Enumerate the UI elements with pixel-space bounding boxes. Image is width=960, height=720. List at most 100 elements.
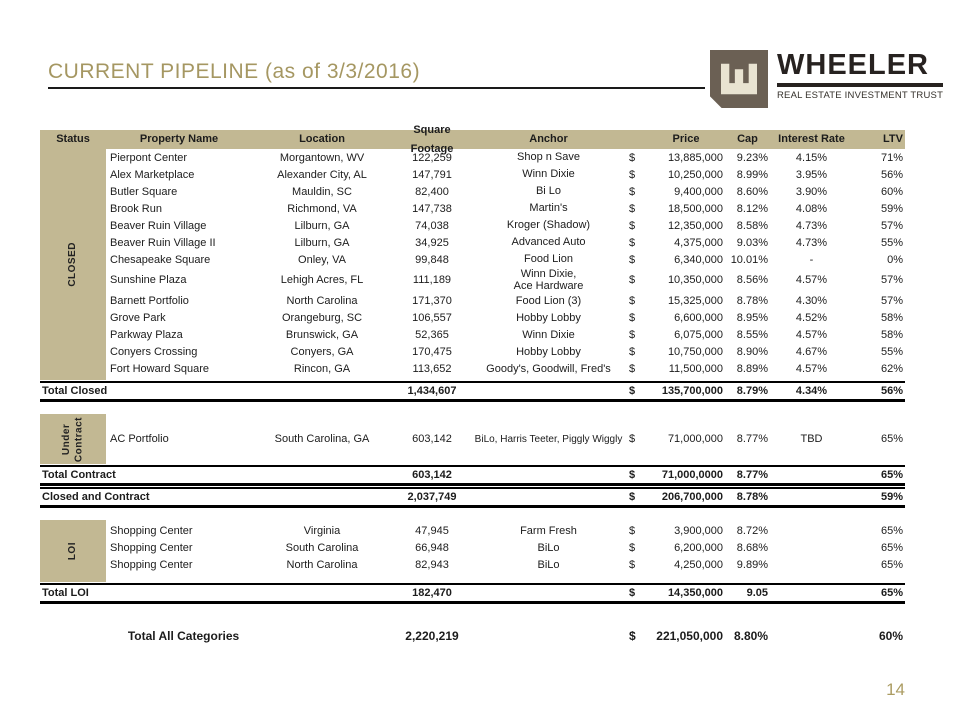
cell-cap: 9.03% bbox=[736, 236, 768, 249]
cell-location: Richmond, VA bbox=[287, 202, 357, 215]
cell-location bbox=[252, 497, 392, 498]
cell-dollar: $ bbox=[629, 236, 636, 249]
cell-cap: 10.01% bbox=[730, 253, 768, 266]
cell-dollar: $ bbox=[629, 345, 636, 358]
cell-cap: 9.23% bbox=[736, 151, 768, 164]
cell-rate: 4.30% bbox=[795, 294, 828, 307]
cell-sqft: 34,925 bbox=[415, 236, 449, 249]
cell-property: Conyers Crossing bbox=[110, 345, 198, 358]
cell-anchor: BiLo bbox=[537, 558, 560, 571]
cell-sqft: 47,945 bbox=[415, 524, 449, 537]
cell-property: Grove Park bbox=[110, 311, 166, 324]
cell-ltv: 62% bbox=[880, 362, 903, 375]
status-text: Under Contract bbox=[60, 416, 85, 462]
cell-location: North Carolina bbox=[286, 558, 358, 571]
cell-anchor: Food Lion (3) bbox=[515, 294, 582, 307]
cell-location bbox=[252, 391, 392, 392]
cell-cap: 8.80% bbox=[733, 629, 768, 644]
cell-anchor bbox=[472, 636, 625, 637]
cell-sqft: 147,738 bbox=[412, 202, 452, 215]
cell-dollar: $ bbox=[629, 274, 636, 287]
cell-anchor: Hobby Lobby bbox=[516, 311, 581, 324]
cell-property: Alex Marketplace bbox=[110, 168, 195, 181]
table-row: Chesapeake Square Onley, VA 99,848 Food Lio… bbox=[40, 251, 905, 268]
cell-ltv: 59% bbox=[880, 202, 903, 215]
cell-sqft: 603,142 bbox=[412, 469, 452, 482]
page-title: CURRENT PIPELINE (as of 3/3/2016) bbox=[48, 60, 421, 83]
cell-rate bbox=[768, 497, 855, 498]
spacer bbox=[40, 402, 905, 414]
cell-cap: 8.55% bbox=[736, 328, 768, 341]
cell-rate: 4.34% bbox=[795, 385, 828, 398]
cell-anchor: Hobby Lobby bbox=[516, 345, 581, 358]
cell-location: South Carolina bbox=[285, 541, 359, 554]
cell-ltv: 65% bbox=[880, 524, 903, 537]
logo-text: WHEELER REAL ESTATE INVESTMENT TRUST bbox=[777, 50, 944, 110]
table-row: Brook Run Richmond, VA 147,738 Martin's $18,… bbox=[40, 200, 905, 217]
cell-rate: 4.08% bbox=[795, 202, 828, 215]
cell-ltv: 65% bbox=[880, 587, 903, 600]
total-row: Total LOI 182,470 $14,350,000 9.05 65% bbox=[40, 583, 905, 605]
cell-rate: 4.57% bbox=[795, 328, 828, 341]
column-header-cap: Cap bbox=[737, 133, 758, 145]
cell-ltv: 58% bbox=[880, 311, 903, 324]
table-row: Shopping Center South Carolina 66,948 BiLo $… bbox=[40, 539, 905, 556]
cell-ltv: 59% bbox=[880, 491, 903, 504]
table-row: Barnett Portfolio North Carolina 171,370 Fo… bbox=[40, 292, 905, 309]
cell-property: Beaver Ruin Village II bbox=[110, 236, 216, 249]
total-row: Total Contract 603,142 $71,000,0000 8.77% 65… bbox=[40, 465, 905, 487]
cell-sqft: 99,848 bbox=[415, 253, 449, 266]
cell-price: 9,400,000 bbox=[674, 185, 723, 198]
pipeline-table: Status Property Name Location Square Foo… bbox=[40, 124, 905, 648]
cell-price: 18,500,000 bbox=[667, 202, 723, 215]
cell-sqft: 603,142 bbox=[412, 433, 452, 446]
grand-total-row: Total All Categories 2,220,219 $221,050,00… bbox=[40, 624, 905, 648]
cell-anchor: BiLo, Harris Teeter, Piggly Wiggly bbox=[474, 433, 623, 445]
cell-price: 15,325,000 bbox=[667, 294, 723, 307]
cell-location bbox=[252, 593, 392, 594]
cell-rate: 4.57% bbox=[795, 274, 828, 287]
cell-price: 6,340,000 bbox=[674, 253, 723, 266]
cell-ltv: 71% bbox=[880, 151, 903, 164]
cell-rate bbox=[768, 530, 855, 531]
cell-cap: 8.78% bbox=[736, 294, 768, 307]
cell-location: Orangeburg, SC bbox=[281, 311, 363, 324]
page-number: 14 bbox=[886, 680, 905, 699]
cell-rate: TBD bbox=[800, 433, 823, 446]
cell-ltv: 65% bbox=[880, 469, 903, 482]
cell-property: AC Portfolio bbox=[110, 433, 169, 446]
logo-tagline-text: REAL ESTATE INVESTMENT TRUST bbox=[777, 90, 944, 101]
cell-property: Barnett Portfolio bbox=[110, 294, 189, 307]
cell-ltv: 65% bbox=[880, 558, 903, 571]
cell-dollar: $ bbox=[629, 524, 636, 537]
table-row: AC Portfolio South Carolina, GA 603,142 BiL… bbox=[40, 414, 905, 464]
column-header-square-footage: Square Footage bbox=[410, 123, 454, 155]
cell-rate: 4.52% bbox=[795, 311, 828, 324]
cell-ltv: 65% bbox=[880, 541, 903, 554]
cell-ltv: 56% bbox=[880, 385, 903, 398]
cell-cap: 8.89% bbox=[736, 362, 768, 375]
table-row: Sunshine Plaza Lehigh Acres, FL 111,189 Win… bbox=[40, 268, 905, 292]
cell-anchor: Winn Dixie bbox=[522, 168, 575, 181]
cell-price: 3,900,000 bbox=[674, 524, 723, 537]
cell-dollar: $ bbox=[629, 202, 636, 215]
cell-price: 71,000,000 bbox=[667, 433, 723, 446]
cell-dollar: $ bbox=[629, 385, 636, 398]
cell-sqft: 111,189 bbox=[412, 274, 452, 287]
total-label: Total All Categories bbox=[127, 629, 240, 644]
cell-ltv: 57% bbox=[880, 274, 903, 287]
cell-anchor: Farm Fresh bbox=[520, 524, 577, 537]
cell-sqft: 113,652 bbox=[412, 362, 452, 375]
column-header-anchor: Anchor bbox=[529, 133, 568, 145]
cell-dollar: $ bbox=[629, 311, 636, 324]
cell-price: 4,375,000 bbox=[674, 236, 723, 249]
cell-anchor: BiLo bbox=[537, 541, 560, 554]
column-header-property-name: Property Name bbox=[139, 133, 219, 145]
cell-cap: 8.77% bbox=[736, 433, 768, 446]
spacer bbox=[40, 604, 905, 616]
cell-rate: 4.67% bbox=[795, 345, 828, 358]
column-header-status: Status bbox=[56, 133, 90, 145]
cell-dollar: $ bbox=[629, 151, 636, 164]
cell-price: 6,600,000 bbox=[674, 311, 723, 324]
cell-cap: 8.79% bbox=[736, 385, 768, 398]
